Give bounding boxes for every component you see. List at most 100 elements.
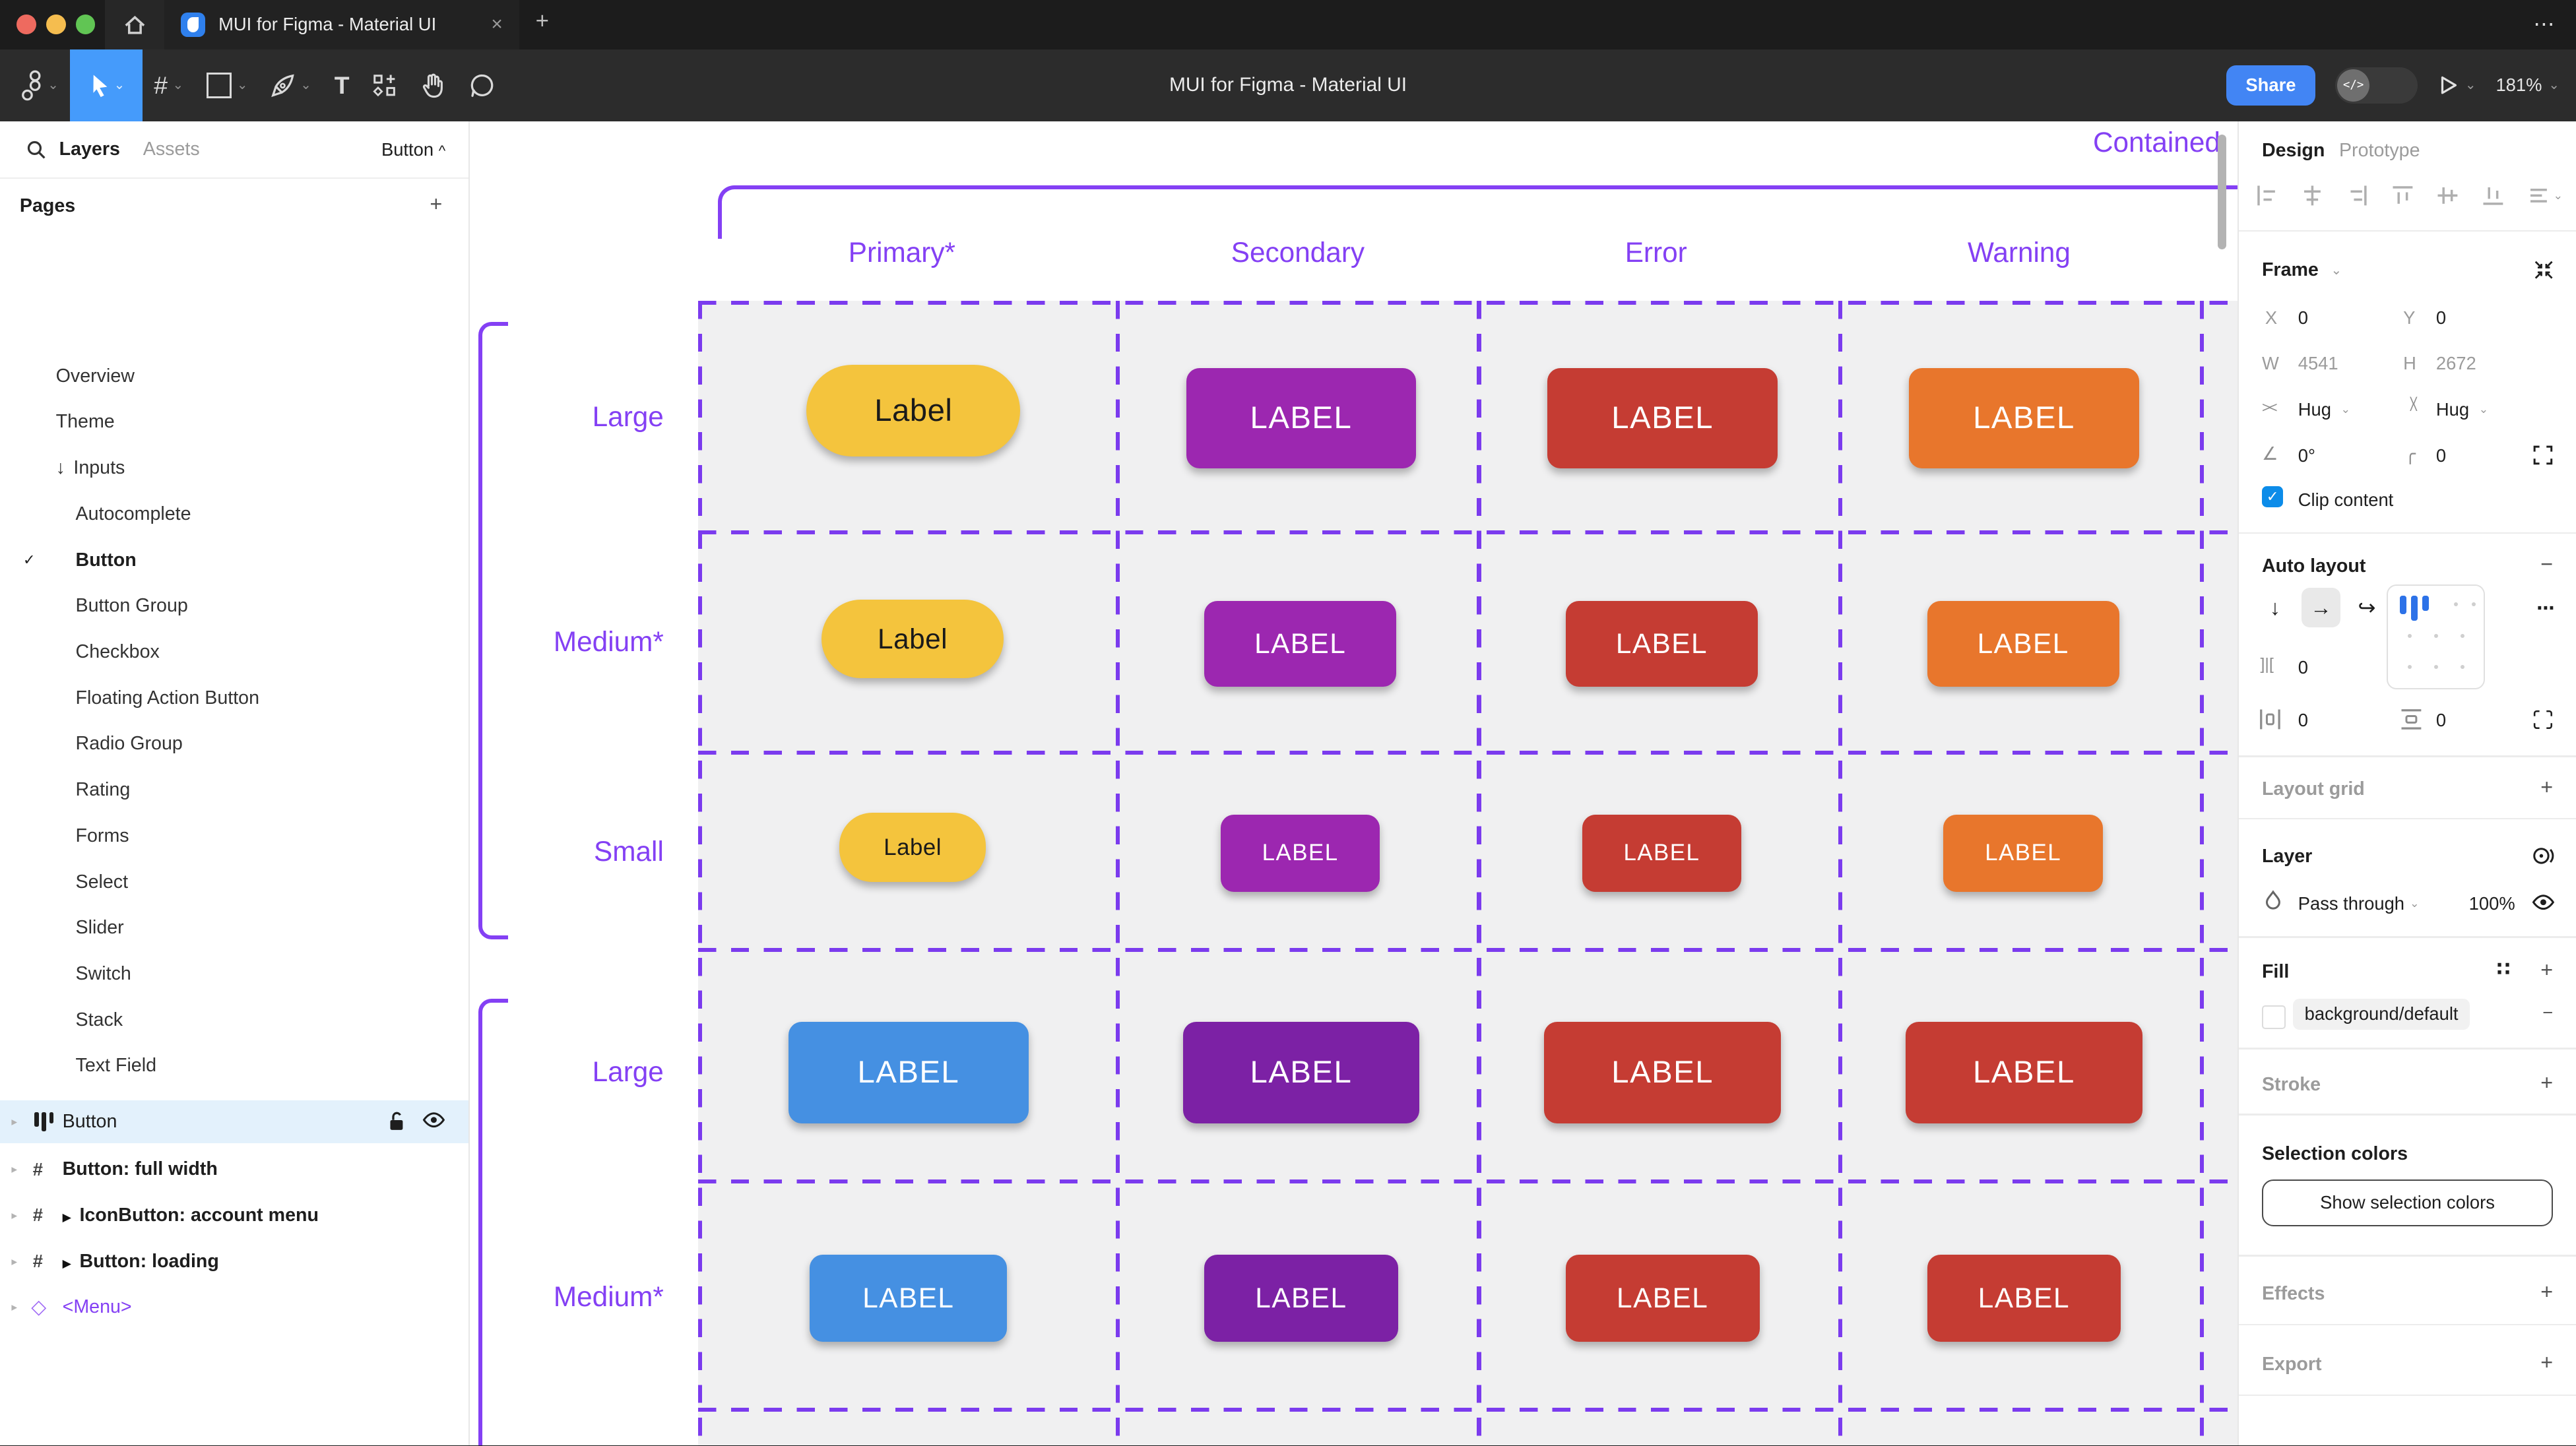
- text-tool-button[interactable]: T: [323, 49, 361, 122]
- auto-layout-more-icon[interactable]: ⋯: [2536, 598, 2557, 619]
- add-stroke-button[interactable]: +: [2540, 1071, 2554, 1095]
- comment-tool-button[interactable]: [458, 49, 507, 122]
- page-item-stack[interactable]: Stack: [75, 1009, 123, 1030]
- tab-close-icon[interactable]: ×: [491, 13, 503, 36]
- actions-tool-button[interactable]: [361, 49, 408, 122]
- button-error-medium[interactable]: LABEL: [1565, 601, 1758, 687]
- button-error-medium-alt[interactable]: LABEL: [1565, 1255, 1760, 1342]
- page-item-select[interactable]: Select: [75, 871, 129, 893]
- tab-prototype[interactable]: Prototype: [2338, 139, 2420, 161]
- auto-layout-wrap-button[interactable]: ↩: [2358, 596, 2376, 620]
- page-item-overview[interactable]: Overview: [55, 365, 135, 387]
- fill-styles-icon[interactable]: ∷: [2496, 958, 2511, 980]
- blend-mode-value[interactable]: Pass through: [2298, 893, 2405, 914]
- fill-color-swatch[interactable]: [2261, 1005, 2286, 1030]
- disclosure-icon[interactable]: ▸: [11, 1162, 18, 1176]
- auto-layout-section-title[interactable]: Auto layout: [2261, 555, 2366, 577]
- show-selection-colors-button[interactable]: Show selection colors: [2261, 1179, 2554, 1226]
- page-item-button-current[interactable]: ✓ Button: [22, 549, 137, 571]
- add-page-button[interactable]: +: [430, 192, 443, 216]
- y-value[interactable]: 0: [2435, 307, 2447, 328]
- add-fill-button[interactable]: +: [2540, 957, 2554, 982]
- align-h-center-icon[interactable]: [2301, 184, 2324, 207]
- align-top-icon[interactable]: [2391, 184, 2414, 207]
- button-secondary-large[interactable]: LABEL: [1186, 367, 1417, 468]
- page-selector[interactable]: Button ^: [381, 139, 446, 160]
- frame-title[interactable]: Contained: [2093, 126, 2220, 158]
- add-effect-button[interactable]: +: [2540, 1279, 2554, 1304]
- button-secondary-large-alt[interactable]: LABEL: [1182, 1021, 1420, 1123]
- page-item-inputs[interactable]: ↓ Inputs: [55, 457, 125, 479]
- unlock-icon[interactable]: [387, 1111, 406, 1132]
- gap-value[interactable]: 0: [2298, 656, 2308, 677]
- button-warning-medium-alt[interactable]: LABEL: [1927, 1255, 2121, 1342]
- auto-layout-alignment-grid[interactable]: [2387, 584, 2485, 689]
- add-export-button[interactable]: +: [2540, 1350, 2554, 1374]
- align-left-icon[interactable]: [2255, 184, 2278, 207]
- button-primary-large-alt[interactable]: LABEL: [789, 1021, 1029, 1123]
- effects-section-title[interactable]: Effects: [2261, 1282, 2325, 1304]
- independent-padding-icon[interactable]: [2533, 710, 2553, 730]
- horizontal-padding-value[interactable]: 0: [2298, 709, 2308, 730]
- search-icon[interactable]: [26, 140, 46, 160]
- present-button[interactable]: ⌄: [2437, 75, 2476, 96]
- button-error-small[interactable]: LABEL: [1582, 814, 1742, 892]
- page-item-fab[interactable]: Floating Action Button: [75, 687, 259, 708]
- collapse-frame-icon[interactable]: [2533, 259, 2554, 280]
- page-item-rating[interactable]: Rating: [75, 779, 131, 801]
- button-primary-medium[interactable]: Label: [821, 599, 1004, 679]
- eye-icon[interactable]: [2532, 893, 2555, 911]
- clip-content-checkbox[interactable]: ✓: [2261, 486, 2284, 508]
- pen-tool-button[interactable]: ⌄: [259, 49, 323, 122]
- stroke-section-title[interactable]: Stroke: [2261, 1074, 2321, 1096]
- disclosure-icon[interactable]: ▸: [11, 1115, 18, 1128]
- button-warning-large-alt[interactable]: LABEL: [1906, 1021, 2142, 1123]
- tab-layers[interactable]: Layers: [59, 139, 120, 160]
- layer-opacity-value[interactable]: 100%: [2468, 893, 2515, 914]
- remove-auto-layout-button[interactable]: −: [2540, 551, 2554, 576]
- disclosure-icon[interactable]: ▸: [11, 1254, 18, 1268]
- page-item-button-group[interactable]: Button Group: [75, 595, 188, 617]
- shape-tool-button[interactable]: ⌄: [195, 49, 259, 122]
- traffic-minimize-button[interactable]: [46, 15, 66, 35]
- align-bottom-icon[interactable]: [2482, 184, 2505, 207]
- design-canvas[interactable]: Contained Primary* Secondary Error Warni…: [470, 121, 2238, 1445]
- page-item-autocomplete[interactable]: Autocomplete: [75, 503, 191, 524]
- move-tool-button[interactable]: ⌄: [70, 49, 143, 122]
- page-item-checkbox[interactable]: Checkbox: [75, 641, 160, 662]
- corner-radius-value[interactable]: 0: [2435, 445, 2447, 466]
- layer-row-button-loading[interactable]: ▸ # ▶ Button: loading: [11, 1250, 219, 1272]
- home-button[interactable]: [105, 0, 164, 49]
- auto-layout-vertical-button[interactable]: ↓: [2269, 595, 2280, 619]
- document-tab[interactable]: MUI for Figma - Material UI ×: [164, 0, 519, 49]
- page-item-radio-group[interactable]: Radio Group: [75, 733, 183, 755]
- button-warning-medium[interactable]: LABEL: [1927, 601, 2119, 687]
- h-value[interactable]: 2672: [2435, 353, 2476, 374]
- page-item-theme[interactable]: Theme: [55, 411, 115, 433]
- blend-mode-icon[interactable]: [2532, 844, 2555, 867]
- frame-tool-button[interactable]: # ⌄: [143, 49, 195, 122]
- vertical-padding-value[interactable]: 0: [2435, 709, 2447, 730]
- w-value[interactable]: 4541: [2298, 353, 2338, 374]
- add-layout-grid-button[interactable]: +: [2540, 775, 2554, 800]
- hug-vertical-value[interactable]: Hug: [2435, 399, 2470, 420]
- button-secondary-small[interactable]: LABEL: [1220, 814, 1380, 892]
- button-error-large-alt[interactable]: LABEL: [1544, 1021, 1781, 1123]
- x-value[interactable]: 0: [2298, 307, 2308, 328]
- layer-row-iconbutton-account-menu[interactable]: ▸ # ▶ IconButton: account menu: [11, 1204, 319, 1226]
- page-item-switch[interactable]: Switch: [75, 962, 131, 984]
- page-item-text-field[interactable]: Text Field: [75, 1055, 157, 1077]
- align-right-icon[interactable]: [2346, 184, 2369, 207]
- frame-section-title[interactable]: Frame: [2261, 259, 2319, 281]
- canvas-scrollbar[interactable]: [2218, 135, 2226, 250]
- hug-horizontal-value[interactable]: Hug: [2298, 399, 2331, 420]
- new-tab-button[interactable]: +: [535, 8, 550, 34]
- share-button[interactable]: Share: [2226, 65, 2316, 106]
- rotation-value[interactable]: 0°: [2298, 445, 2315, 466]
- button-secondary-medium-alt[interactable]: LABEL: [1204, 1255, 1398, 1342]
- independent-corners-icon[interactable]: [2533, 445, 2553, 465]
- button-secondary-medium[interactable]: LABEL: [1204, 601, 1397, 687]
- fill-token-pill[interactable]: background/default: [2293, 998, 2470, 1030]
- button-primary-medium-alt[interactable]: LABEL: [810, 1255, 1008, 1342]
- button-primary-large[interactable]: Label: [806, 364, 1021, 457]
